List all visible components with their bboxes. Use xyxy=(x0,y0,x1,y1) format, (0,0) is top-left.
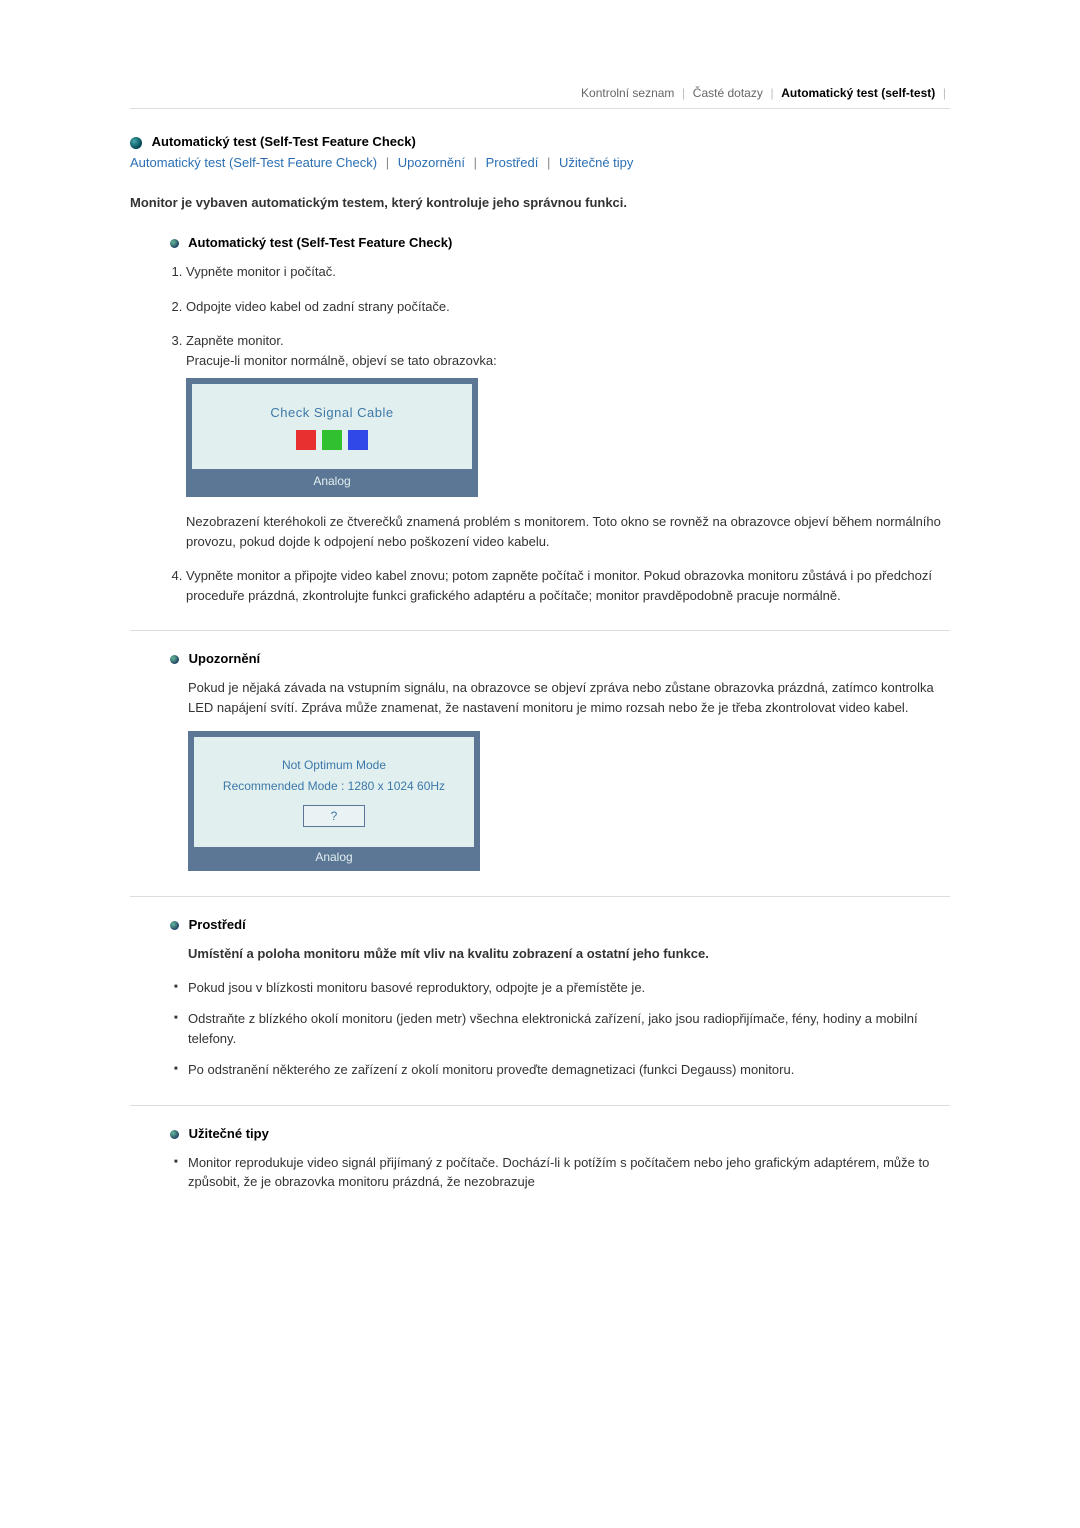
step-item: Vypněte monitor a připojte video kabel z… xyxy=(186,566,950,605)
anchor-environment[interactable]: Prostředí xyxy=(486,155,539,170)
nav-item-selftest[interactable]: Automatický test (self-test) xyxy=(781,86,935,100)
step-item: Vypněte monitor i počítač. xyxy=(186,262,950,282)
figure-footer: Analog xyxy=(192,469,472,491)
nav-separator: | xyxy=(770,86,773,100)
section-environment: Prostředí xyxy=(130,917,950,932)
rgb-squares xyxy=(296,430,368,450)
tips-bullets: Monitor reprodukuje video signál přijíma… xyxy=(170,1153,950,1192)
figure-question-box: ? xyxy=(303,805,365,827)
selftest-steps: Vypněte monitor i počítač. Odpojte video… xyxy=(130,262,950,605)
section-warnings: Upozornění xyxy=(130,651,950,666)
bullet-icon xyxy=(170,921,179,930)
divider xyxy=(130,896,950,897)
page-title-row: Automatický test (Self-Test Feature Chec… xyxy=(130,134,950,149)
nav-separator: | xyxy=(682,86,685,100)
page-container: Kontrolní seznam | Časté dotazy | Automa… xyxy=(100,0,980,1244)
step-text: Pracuje-li monitor normálně, objeví se t… xyxy=(186,353,497,368)
square-blue xyxy=(348,430,368,450)
bullet-icon xyxy=(170,239,179,248)
step-followup-text: Nezobrazení kteréhokoli ze čtverečků zna… xyxy=(186,512,950,551)
nav-item-checklist[interactable]: Kontrolní seznam xyxy=(581,86,674,100)
section-title-environment: Prostředí xyxy=(189,917,246,932)
nav-item-faq[interactable]: Časté dotazy xyxy=(693,86,763,100)
section-title-selftest: Automatický test (Self-Test Feature Chec… xyxy=(188,235,452,250)
step-item: Zapněte monitor. Pracuje-li monitor norm… xyxy=(186,331,950,551)
figure-message-line2: Recommended Mode : 1280 x 1024 60Hz xyxy=(223,778,445,795)
square-red xyxy=(296,430,316,450)
anchor-selftest[interactable]: Automatický test (Self-Test Feature Chec… xyxy=(130,155,377,170)
figure-inner: Check Signal Cable xyxy=(192,384,472,469)
link-separator: | xyxy=(547,155,550,170)
list-item: Po odstranění některého ze zařízení z ok… xyxy=(188,1060,950,1080)
warnings-paragraph: Pokud je nějaká závada na vstupním signá… xyxy=(130,678,950,717)
figure-not-optimum: Not Optimum Mode Recommended Mode : 1280… xyxy=(188,731,480,871)
section-tips: Užitečné tipy Monitor reprodukuje video … xyxy=(130,1126,950,1192)
bullet-icon xyxy=(170,655,179,664)
section-title-tips: Užitečné tipy xyxy=(189,1126,269,1141)
nav-separator: | xyxy=(943,86,946,100)
divider xyxy=(130,1105,950,1106)
step-item: Odpojte video kabel od zadní strany počí… xyxy=(186,297,950,317)
page-title: Automatický test (Self-Test Feature Chec… xyxy=(152,134,416,149)
figure-footer: Analog xyxy=(194,847,474,865)
divider xyxy=(130,630,950,631)
environment-bullets: Pokud jsou v blízkosti monitoru basové r… xyxy=(130,978,950,1080)
section-selftest: Automatický test (Self-Test Feature Chec… xyxy=(130,235,950,250)
top-nav: Kontrolní seznam | Časté dotazy | Automa… xyxy=(130,40,950,109)
anchor-warnings[interactable]: Upozornění xyxy=(398,155,465,170)
link-separator: | xyxy=(386,155,389,170)
anchor-tips[interactable]: Užitečné tipy xyxy=(559,155,633,170)
step-text: Zapněte monitor. xyxy=(186,333,284,348)
list-item: Monitor reprodukuje video signál přijíma… xyxy=(188,1153,950,1192)
list-item: Pokud jsou v blízkosti monitoru basové r… xyxy=(188,978,950,998)
list-item: Odstraňte z blízkého okolí monitoru (jed… xyxy=(188,1009,950,1048)
figure-message: Check Signal Cable xyxy=(270,403,393,423)
link-separator: | xyxy=(474,155,477,170)
figure-inner: Not Optimum Mode Recommended Mode : 1280… xyxy=(194,737,474,847)
environment-subhead: Umístění a poloha monitoru může mít vliv… xyxy=(130,944,950,964)
section-title-warnings: Upozornění xyxy=(189,651,261,666)
bullet-icon xyxy=(170,1130,179,1139)
anchor-link-bar: Automatický test (Self-Test Feature Chec… xyxy=(130,155,950,170)
figure-message-line1: Not Optimum Mode xyxy=(282,757,386,774)
figure-check-signal: Check Signal Cable Analog xyxy=(186,378,478,497)
square-green xyxy=(322,430,342,450)
bullet-icon xyxy=(130,137,142,149)
intro-text: Monitor je vybaven automatickým testem, … xyxy=(130,195,950,210)
